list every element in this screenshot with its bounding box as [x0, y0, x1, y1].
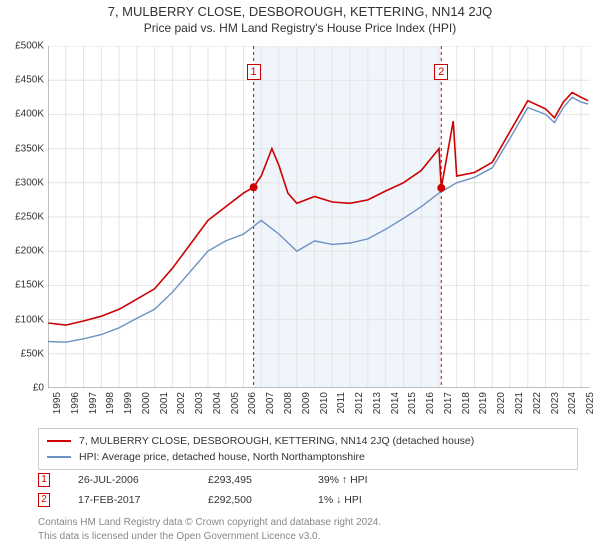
y-tick-label: £300K	[15, 177, 44, 188]
x-tick-label: 2016	[425, 392, 436, 414]
chart-plot-area	[48, 46, 590, 388]
x-tick-label: 1997	[88, 392, 99, 414]
footnote-line: This data is licensed under the Open Gov…	[38, 530, 578, 544]
x-tick-label: 2011	[336, 392, 347, 414]
event-price: £293,495	[208, 474, 318, 486]
event-delta: 39% ↑ HPI	[318, 474, 368, 486]
x-tick-label: 2001	[159, 392, 170, 414]
chart-svg	[48, 46, 590, 388]
y-tick-label: £500K	[15, 41, 44, 52]
y-tick-label: £250K	[15, 212, 44, 223]
y-tick-label: £100K	[15, 314, 44, 325]
x-tick-label: 2014	[390, 392, 401, 414]
page-title: 7, MULBERRY CLOSE, DESBOROUGH, KETTERING…	[0, 0, 600, 19]
x-tick-label: 2017	[443, 392, 454, 414]
x-tick-label: 2015	[407, 392, 418, 414]
x-tick-label: 1996	[70, 392, 81, 414]
legend-swatch	[47, 456, 71, 458]
x-tick-label: 2000	[141, 392, 152, 414]
x-tick-label: 2019	[478, 392, 489, 414]
event-price: £292,500	[208, 494, 318, 506]
x-tick-label: 2021	[514, 392, 525, 414]
x-tick-label: 2022	[532, 392, 543, 414]
legend-item: 7, MULBERRY CLOSE, DESBOROUGH, KETTERING…	[47, 433, 569, 449]
y-tick-label: £350K	[15, 143, 44, 154]
event-badge: 1	[38, 473, 50, 487]
x-tick-label: 2004	[212, 392, 223, 414]
y-tick-label: £150K	[15, 280, 44, 291]
event-row: 2 17-FEB-2017 £292,500 1% ↓ HPI	[38, 490, 578, 510]
y-tick-label: £0	[33, 383, 44, 394]
x-tick-label: 2020	[496, 392, 507, 414]
x-tick-label: 2024	[567, 392, 578, 414]
event-table: 1 26-JUL-2006 £293,495 39% ↑ HPI 2 17-FE…	[38, 470, 578, 510]
x-tick-label: 2006	[247, 392, 258, 414]
event-date: 26-JUL-2006	[78, 474, 208, 486]
chart-marker-badge: 1	[247, 64, 261, 80]
footnote-line: Contains HM Land Registry data © Crown c…	[38, 516, 578, 530]
page-subtitle: Price paid vs. HM Land Registry's House …	[0, 19, 600, 39]
x-tick-label: 2002	[176, 392, 187, 414]
x-tick-label: 2025	[585, 392, 596, 414]
x-tick-label: 2012	[354, 392, 365, 414]
x-tick-label: 2023	[550, 392, 561, 414]
x-tick-label: 2003	[194, 392, 205, 414]
x-tick-label: 2005	[230, 392, 241, 414]
x-tick-label: 2013	[372, 392, 383, 414]
x-tick-label: 2010	[319, 392, 330, 414]
x-tick-label: 2008	[283, 392, 294, 414]
y-tick-label: £50K	[21, 348, 44, 359]
event-row: 1 26-JUL-2006 £293,495 39% ↑ HPI	[38, 470, 578, 490]
x-tick-label: 2018	[461, 392, 472, 414]
x-tick-label: 2007	[265, 392, 276, 414]
legend-label: 7, MULBERRY CLOSE, DESBOROUGH, KETTERING…	[79, 435, 474, 447]
legend-swatch	[47, 440, 71, 442]
x-tick-label: 1999	[123, 392, 134, 414]
y-tick-label: £450K	[15, 75, 44, 86]
x-tick-label: 1995	[52, 392, 63, 414]
x-tick-label: 1998	[105, 392, 116, 414]
legend-label: HPI: Average price, detached house, Nort…	[79, 451, 365, 463]
event-date: 17-FEB-2017	[78, 494, 208, 506]
chart-marker-badge: 2	[434, 64, 448, 80]
y-tick-label: £400K	[15, 109, 44, 120]
legend: 7, MULBERRY CLOSE, DESBOROUGH, KETTERING…	[38, 428, 578, 470]
x-tick-label: 2009	[301, 392, 312, 414]
legend-item: HPI: Average price, detached house, Nort…	[47, 449, 569, 465]
chart-container: 7, MULBERRY CLOSE, DESBOROUGH, KETTERING…	[0, 0, 600, 560]
y-tick-label: £200K	[15, 246, 44, 257]
event-badge: 2	[38, 493, 50, 507]
event-delta: 1% ↓ HPI	[318, 494, 362, 506]
footnote: Contains HM Land Registry data © Crown c…	[38, 516, 578, 543]
